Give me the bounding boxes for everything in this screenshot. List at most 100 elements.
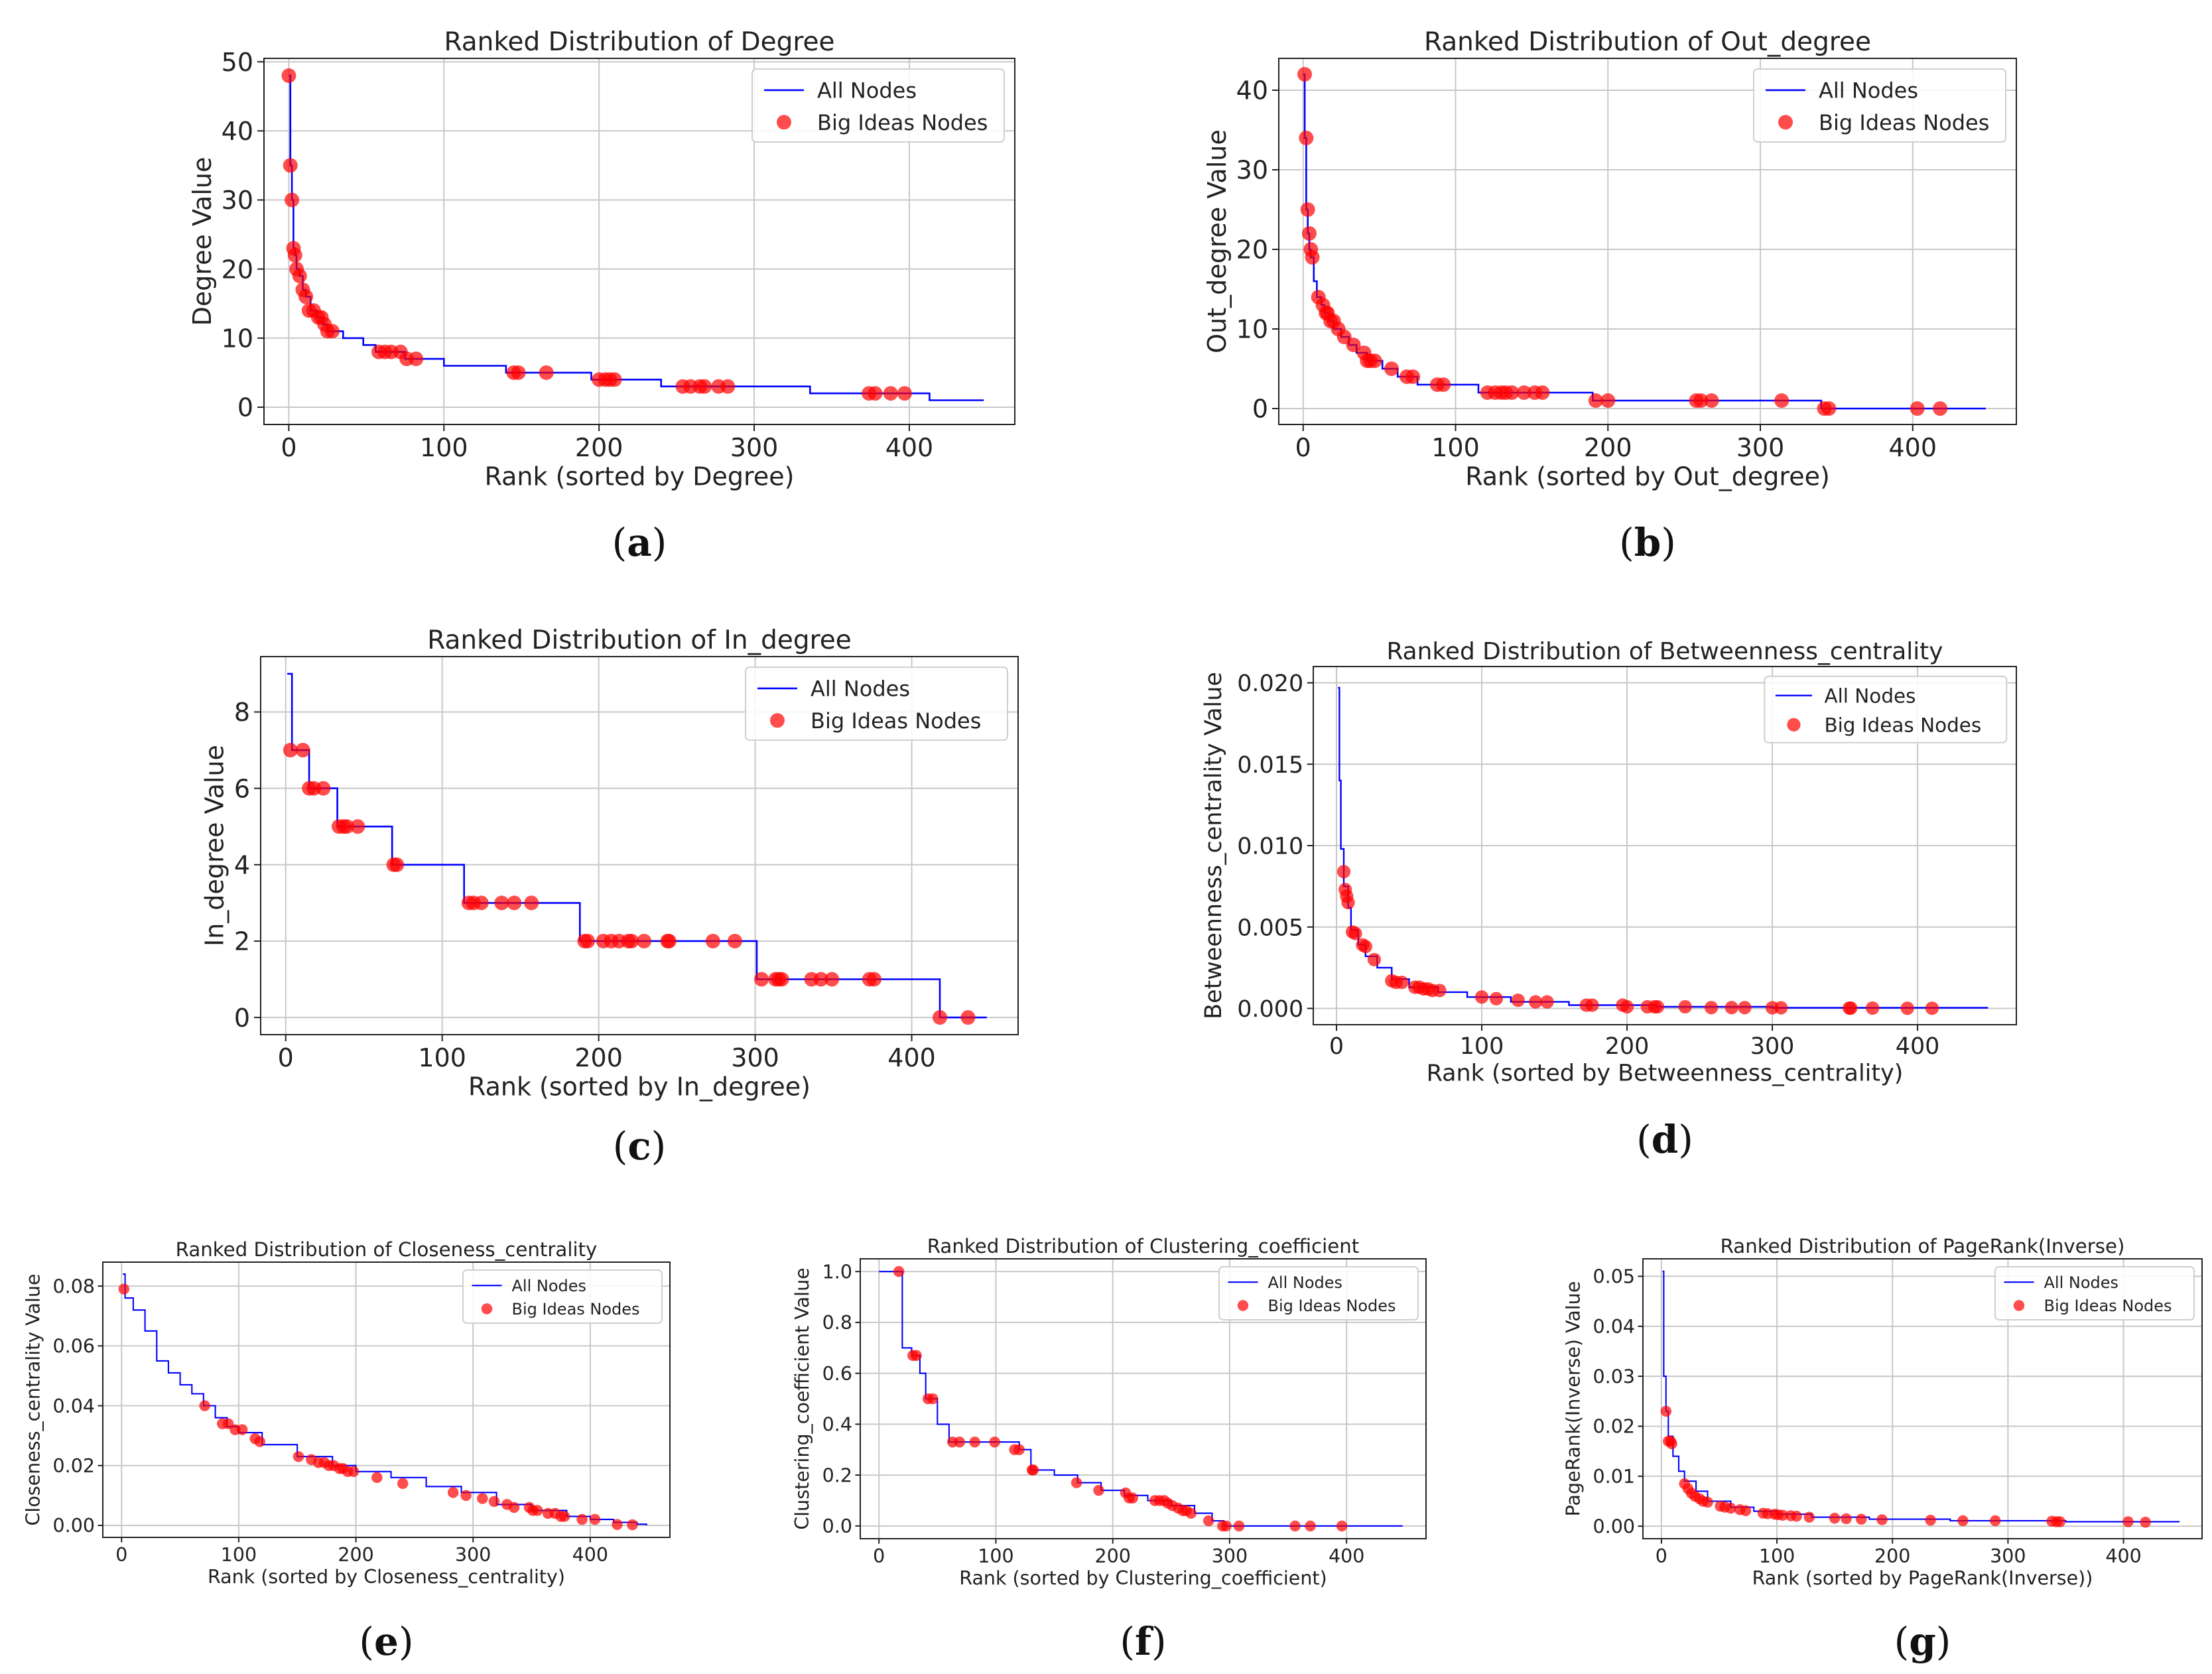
- x-axis-label: Rank (sorted by Clustering_coefficient): [959, 1567, 1327, 1589]
- data-point: [1289, 1520, 1301, 1532]
- data-point: [954, 1436, 966, 1448]
- data-point: [1071, 1477, 1082, 1488]
- data-point: [866, 972, 881, 987]
- chart-title: Ranked Distribution of PageRank(Inverse): [1721, 1235, 2125, 1257]
- y-tick-label: 0.06: [53, 1336, 95, 1358]
- data-point: [754, 972, 769, 987]
- legend-label-all-nodes: All Nodes: [1819, 78, 1918, 103]
- y-tick-label: 30: [222, 186, 253, 215]
- x-tick-label: 0: [1295, 433, 1311, 462]
- data-point: [1738, 1001, 1752, 1015]
- legend-point-swatch: [1778, 115, 1793, 130]
- legend-label-big-ideas: Big Ideas Nodes: [2044, 1297, 2172, 1315]
- data-point: [1704, 393, 1719, 408]
- data-point: [539, 365, 554, 380]
- data-point: [2054, 1516, 2066, 1527]
- data-point: [1093, 1484, 1104, 1496]
- data-point: [1348, 927, 1362, 940]
- y-tick-label: 6: [234, 774, 250, 803]
- series-points-big-ideas: [1297, 67, 1948, 416]
- data-point: [1305, 1520, 1316, 1532]
- data-point: [1933, 401, 1948, 416]
- panel-caption: (a): [612, 520, 667, 565]
- x-tick-label: 400: [1889, 433, 1937, 462]
- y-tick-label: 8: [234, 698, 250, 727]
- legend-box: [1218, 1266, 1419, 1320]
- data-point: [989, 1436, 1000, 1448]
- legend: All Nodes Big Ideas Nodes: [751, 68, 1005, 143]
- legend-label-big-ideas: Big Ideas Nodes: [817, 110, 988, 135]
- data-point: [1841, 1513, 1852, 1525]
- chart-title: Ranked Distribution of In_degree: [427, 625, 852, 655]
- data-point: [580, 933, 596, 948]
- y-tick-label: 0.05: [1593, 1266, 1635, 1288]
- x-tick-label: 200: [1584, 433, 1632, 462]
- panel-caption: (e): [359, 1619, 413, 1664]
- x-axis-label: Rank (sorted by In_degree): [468, 1072, 811, 1102]
- data-point: [118, 1283, 130, 1295]
- data-point: [316, 781, 331, 796]
- chart-f: 0 100 200 300 400 0.0 0.2 0.4 0.6 0.8 1.0 Ranked Di…: [791, 1235, 1427, 1664]
- legend-label-all-nodes: All Nodes: [1268, 1273, 1343, 1292]
- data-point: [1660, 1405, 1672, 1417]
- data-point: [1305, 250, 1320, 265]
- legend: All Nodes Big Ideas Nodes: [1218, 1266, 1419, 1320]
- data-point: [1777, 1510, 1788, 1521]
- legend-label-big-ideas: Big Ideas Nodes: [512, 1300, 640, 1319]
- data-point: [460, 1490, 472, 1502]
- data-point: [447, 1487, 459, 1498]
- data-point: [813, 972, 828, 987]
- data-point: [283, 743, 298, 758]
- legend: All Nodes Big Ideas Nodes: [745, 667, 1008, 741]
- plot-frame: [102, 1261, 671, 1538]
- y-tick-label: 40: [222, 117, 253, 146]
- x-axis-label: Rank (sorted by Betweenness_centrality): [1427, 1060, 1904, 1086]
- x-tick-label: 200: [1605, 1033, 1650, 1060]
- data-point: [1620, 999, 1634, 1014]
- data-point: [1774, 393, 1789, 408]
- x-tick-label: 200: [574, 1043, 623, 1072]
- data-point: [285, 192, 300, 208]
- y-axis-label: PageRank(Inverse) Value: [1562, 1281, 1584, 1517]
- panel-caption: (f): [1120, 1619, 1166, 1664]
- data-point: [1900, 1001, 1914, 1015]
- data-point: [969, 1436, 980, 1448]
- chart-title: Ranked Distribution of Closeness_central…: [176, 1238, 598, 1261]
- x-tick-label: 0: [1329, 1033, 1344, 1060]
- legend: All Nodes Big Ideas Nodes: [1994, 1266, 2195, 1320]
- y-axis-label: Betweenness_centrality Value: [1201, 672, 1227, 1019]
- data-point: [558, 1511, 570, 1522]
- data-point: [293, 1450, 304, 1462]
- panel-caption: (g): [1894, 1619, 1951, 1664]
- data-point: [1384, 361, 1399, 376]
- legend-label-all-nodes: All Nodes: [817, 78, 917, 103]
- data-point: [1300, 202, 1315, 217]
- data-point: [1725, 1502, 1736, 1514]
- data-point: [1346, 338, 1361, 352]
- x-tick-label: 400: [887, 1043, 936, 1072]
- plot-frame: [263, 58, 1015, 425]
- data-point: [409, 352, 424, 367]
- x-tick-label: 0: [115, 1544, 127, 1566]
- y-tick-label: 0.015: [1237, 752, 1303, 779]
- y-tick-label: 50: [222, 48, 253, 77]
- y-tick-label: 0.00: [53, 1515, 95, 1537]
- data-point: [661, 933, 677, 948]
- data-point: [1528, 995, 1543, 1009]
- y-tick-label: 0.04: [1593, 1316, 1635, 1338]
- data-point: [1925, 1514, 1936, 1526]
- legend-box: [1753, 68, 2006, 143]
- chart-d: 0 100 200 300 400 0.000 0.005 0.010 0.015 0.020 Ra…: [1201, 638, 2017, 1162]
- data-point: [612, 1519, 623, 1530]
- data-point: [868, 386, 883, 401]
- x-axis-label: Rank (sorted by Degree): [485, 462, 795, 491]
- data-point: [1957, 1515, 1969, 1527]
- y-tick-label: 0: [1252, 395, 1268, 424]
- data-point: [933, 1010, 948, 1025]
- data-point: [1433, 984, 1447, 998]
- y-tick-label: 4: [234, 850, 250, 879]
- data-point: [1297, 67, 1313, 82]
- y-tick-label: 0.08: [53, 1275, 95, 1297]
- data-point: [1855, 1513, 1867, 1525]
- x-tick-label: 100: [420, 433, 468, 462]
